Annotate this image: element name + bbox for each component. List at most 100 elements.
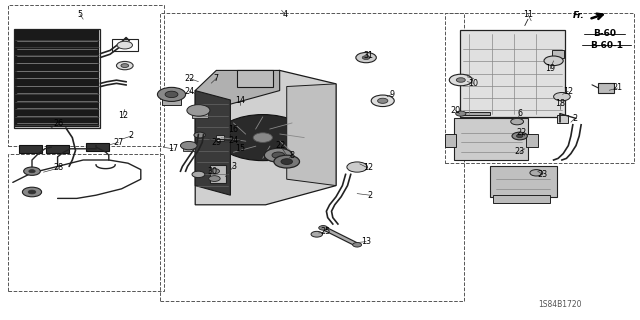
Circle shape <box>281 159 292 164</box>
Text: 24: 24 <box>228 136 239 145</box>
Text: 16: 16 <box>228 125 239 134</box>
Text: 1S84B1720: 1S84B1720 <box>538 300 582 309</box>
Text: 12: 12 <box>363 164 373 172</box>
Bar <box>445 13 634 163</box>
Circle shape <box>516 134 523 138</box>
Text: 9: 9 <box>389 90 394 99</box>
Bar <box>15 30 99 127</box>
Circle shape <box>187 105 210 116</box>
Bar <box>86 143 109 151</box>
Text: Fr.: Fr. <box>573 12 584 20</box>
Circle shape <box>544 56 563 66</box>
Bar <box>461 112 490 115</box>
Bar <box>552 50 564 58</box>
Text: 2: 2 <box>367 191 372 200</box>
Circle shape <box>353 243 362 247</box>
Text: 28: 28 <box>54 164 64 172</box>
Circle shape <box>512 132 527 140</box>
Bar <box>493 195 550 203</box>
Text: 2: 2 <box>129 132 134 140</box>
Text: 8: 8 <box>290 151 295 160</box>
Text: 22: 22 <box>275 141 285 150</box>
Circle shape <box>117 41 132 49</box>
Bar <box>460 30 565 117</box>
Text: 14: 14 <box>235 96 245 105</box>
Circle shape <box>116 61 133 70</box>
Circle shape <box>378 98 388 103</box>
Circle shape <box>209 176 220 181</box>
Circle shape <box>362 56 370 60</box>
Text: 10: 10 <box>468 79 479 88</box>
Text: 7: 7 <box>214 74 219 83</box>
Circle shape <box>311 231 323 237</box>
Text: 21: 21 <box>612 84 623 92</box>
Circle shape <box>165 91 178 98</box>
Circle shape <box>28 190 36 194</box>
Text: 23: 23 <box>538 170 548 179</box>
Text: 12: 12 <box>563 87 573 96</box>
Bar <box>162 98 181 105</box>
Text: 19: 19 <box>545 64 556 73</box>
Text: B-60-1: B-60-1 <box>590 41 623 50</box>
Bar <box>490 166 557 197</box>
Circle shape <box>356 52 376 63</box>
Bar <box>19 145 42 153</box>
Circle shape <box>194 132 205 138</box>
Circle shape <box>530 170 543 176</box>
Text: 13: 13 <box>361 237 371 246</box>
Bar <box>445 134 456 147</box>
Bar <box>8 5 164 146</box>
Text: 26: 26 <box>54 119 64 128</box>
Text: 20: 20 <box>451 106 461 115</box>
Circle shape <box>456 78 465 82</box>
Circle shape <box>29 170 35 173</box>
Bar <box>183 145 195 151</box>
Text: 27: 27 <box>113 138 124 147</box>
Text: 15: 15 <box>235 144 245 153</box>
Text: 29: 29 <box>211 138 221 147</box>
Bar <box>598 83 614 93</box>
Circle shape <box>121 64 129 68</box>
Circle shape <box>371 95 394 107</box>
Circle shape <box>347 162 367 172</box>
Circle shape <box>319 226 328 230</box>
Circle shape <box>209 169 220 174</box>
Circle shape <box>274 155 300 168</box>
Bar <box>160 13 464 301</box>
Bar <box>210 165 226 183</box>
Bar <box>8 154 164 291</box>
Circle shape <box>24 167 40 175</box>
Circle shape <box>511 118 524 125</box>
Polygon shape <box>287 84 336 186</box>
Text: B-60: B-60 <box>593 29 616 38</box>
Circle shape <box>22 187 42 197</box>
Circle shape <box>180 141 197 150</box>
Polygon shape <box>195 70 280 108</box>
Text: 2: 2 <box>572 114 577 123</box>
Bar <box>192 113 208 118</box>
Circle shape <box>456 111 466 116</box>
Text: 6: 6 <box>517 109 522 118</box>
Text: 17: 17 <box>168 144 178 153</box>
Bar <box>46 145 69 153</box>
Circle shape <box>253 133 273 142</box>
Bar <box>454 118 528 160</box>
Text: 22: 22 <box>516 128 527 137</box>
Bar <box>14 29 100 128</box>
Circle shape <box>272 152 285 158</box>
Circle shape <box>217 115 309 161</box>
Bar <box>237 70 273 86</box>
Circle shape <box>192 171 205 178</box>
Bar <box>526 134 538 147</box>
Bar <box>216 135 224 141</box>
Text: 30: 30 <box>207 167 218 176</box>
Text: 25: 25 <box>320 228 330 236</box>
Text: 31: 31 <box>363 52 373 60</box>
Text: 5: 5 <box>77 10 83 19</box>
Bar <box>112 39 138 51</box>
Bar <box>557 115 568 123</box>
Circle shape <box>449 74 472 86</box>
Text: 24: 24 <box>184 87 195 96</box>
Text: 3: 3 <box>231 162 236 171</box>
Text: 11: 11 <box>523 10 533 19</box>
